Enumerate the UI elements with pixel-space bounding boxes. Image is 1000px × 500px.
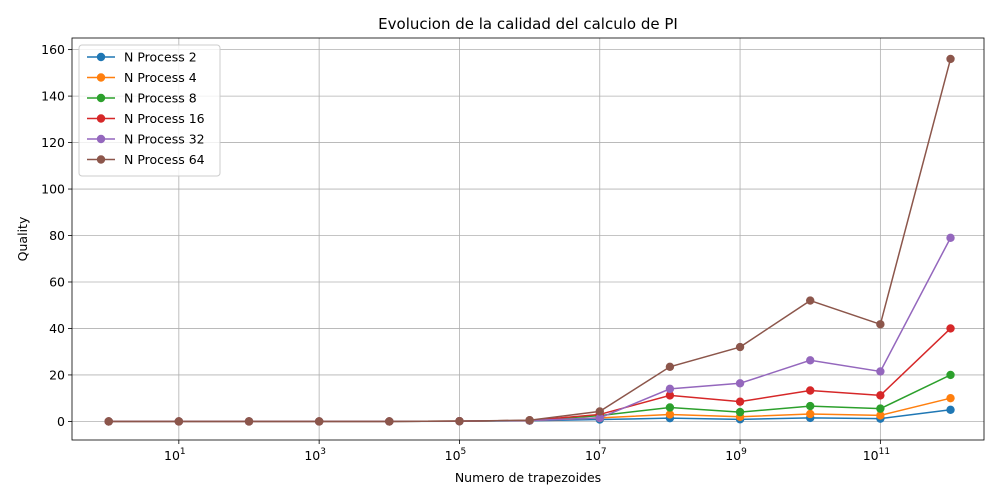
legend-marker — [96, 114, 106, 123]
data-point — [455, 416, 464, 426]
data-point — [735, 342, 745, 352]
data-point — [946, 393, 955, 403]
data-point — [876, 411, 885, 420]
data-point — [876, 404, 885, 413]
y-axis-ticks: 0 20 40 60 80 100 120 140 160 — [41, 42, 72, 429]
y-tick-label: 80 — [49, 228, 65, 243]
data-point — [665, 362, 675, 372]
y-tick-label: 100 — [41, 182, 65, 197]
y-tick-label: 120 — [41, 135, 65, 150]
legend-marker — [96, 155, 106, 164]
data-point — [385, 417, 394, 426]
y-tick-label: 20 — [49, 367, 65, 382]
y-tick-label: 140 — [41, 89, 65, 104]
series-line — [108, 237, 952, 423]
data-point — [946, 324, 955, 333]
data-point — [806, 386, 815, 395]
data-point — [876, 367, 885, 376]
data-point — [806, 296, 815, 305]
series-lines — [104, 54, 955, 426]
legend-marker — [96, 134, 106, 144]
y-tick-label: 0 — [57, 414, 65, 429]
legend-label: N Process 4 — [124, 70, 197, 85]
x-axis-ticks: 101 103 105 107 109 1011 — [164, 440, 890, 463]
chart-title: Evolucion de la calidad del calculo de P… — [378, 15, 678, 33]
y-tick-label: 160 — [41, 42, 65, 57]
data-point — [174, 417, 184, 426]
data-point — [806, 409, 815, 419]
legend-marker — [96, 52, 106, 62]
data-point — [946, 405, 955, 414]
data-point — [104, 417, 113, 426]
data-point — [735, 379, 745, 388]
legend-label: N Process 8 — [124, 91, 197, 106]
x-tick-label: 107 — [585, 447, 607, 463]
series-line — [108, 58, 952, 423]
data-point — [946, 233, 955, 243]
x-tick-label: 101 — [164, 447, 186, 463]
data-point — [595, 413, 604, 423]
data-point — [876, 320, 885, 329]
data-point — [244, 417, 254, 426]
data-point — [665, 403, 675, 412]
y-tick-label: 40 — [49, 321, 65, 336]
y-tick-label: 60 — [49, 274, 65, 289]
data-point — [876, 391, 885, 400]
grid — [72, 38, 984, 440]
legend-label: N Process 32 — [124, 132, 205, 147]
legend-marker — [96, 73, 106, 82]
data-point — [665, 391, 675, 400]
x-tick-label: 1011 — [863, 447, 890, 463]
legend: N Process 2 N Process 4 N Process 8 N Proce… — [78, 44, 221, 177]
x-axis-label: Numero de trapezoides — [455, 470, 601, 485]
data-point — [665, 410, 675, 419]
legend-label: N Process 2 — [124, 50, 197, 65]
legend-label: N Process 16 — [124, 111, 205, 126]
data-point — [595, 407, 604, 416]
x-tick-label: 103 — [304, 447, 326, 463]
data-point — [946, 54, 955, 64]
x-tick-label: 105 — [445, 447, 467, 463]
legend-label: N Process 64 — [124, 152, 205, 167]
data-point — [946, 370, 955, 380]
data-point — [735, 397, 745, 406]
data-point — [806, 401, 815, 411]
data-point — [525, 416, 534, 425]
y-axis-label: Quality — [15, 216, 30, 261]
x-tick-label: 109 — [725, 447, 747, 463]
data-point — [314, 417, 324, 426]
data-point — [806, 356, 815, 365]
data-point — [735, 407, 745, 417]
plot-frame — [71, 37, 985, 441]
legend-marker — [96, 93, 106, 103]
data-point — [665, 384, 675, 394]
